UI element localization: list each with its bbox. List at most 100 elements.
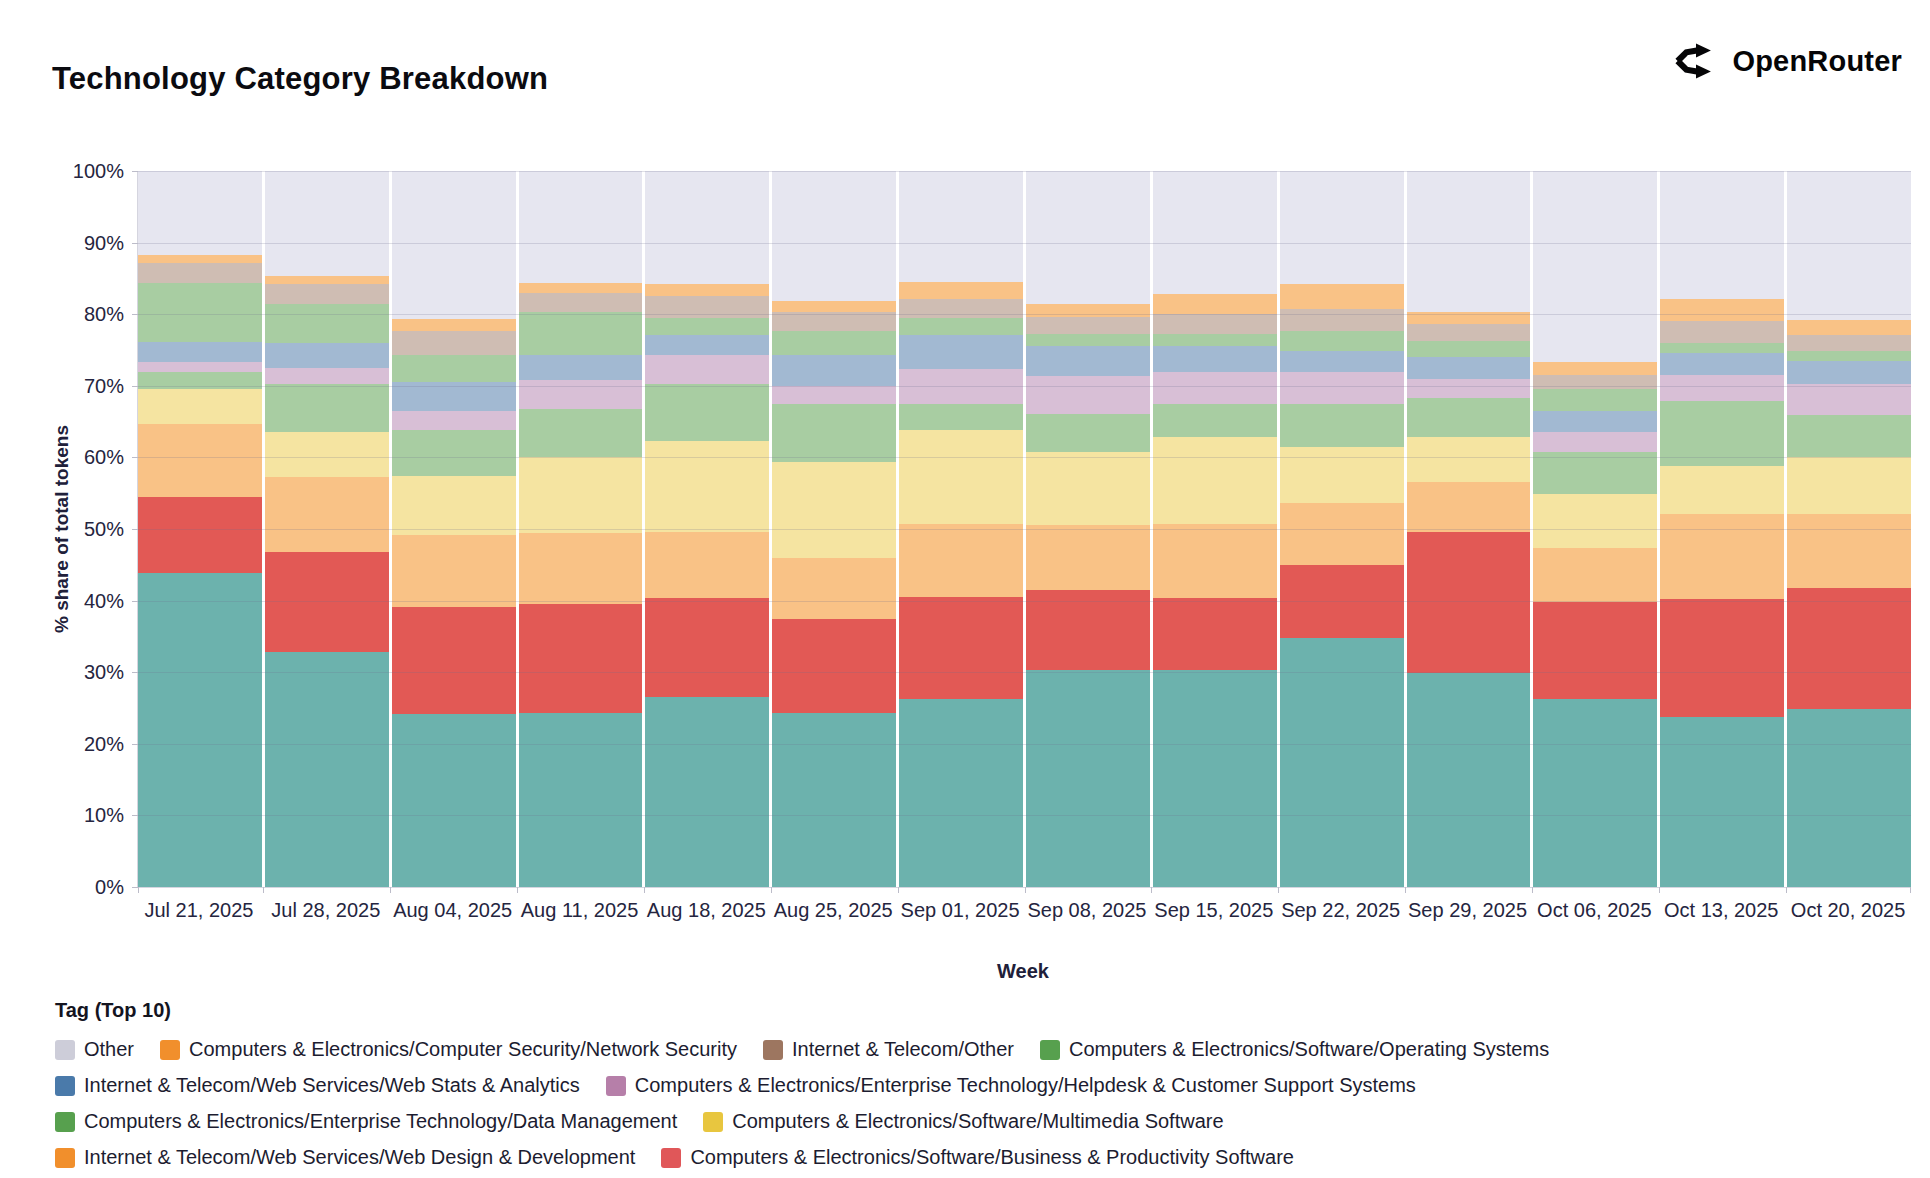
bar-segment-network-security	[772, 301, 896, 312]
x-axis-tick	[1405, 887, 1406, 893]
bar-segment-web-stats-analytics	[1280, 351, 1404, 371]
bar-segment-web-stats-analytics	[138, 342, 262, 362]
bar-segment-operating-systems	[1153, 334, 1277, 347]
x-tick-label: Oct 13, 2025	[1659, 899, 1783, 922]
bar-segment-helpdesk-support	[772, 386, 896, 405]
y-tick-label: 30%	[84, 661, 124, 684]
legend-swatch-internet-telecom-other	[763, 1040, 783, 1060]
y-axis-tick	[132, 314, 138, 315]
bar-segment-data-management	[1660, 401, 1784, 466]
bar-jul-21-2025	[138, 171, 262, 887]
x-tick-label: Sep 22, 2025	[1279, 899, 1403, 922]
x-tick-label: Sep 29, 2025	[1406, 899, 1530, 922]
legend-swatch-multimedia-software	[703, 1112, 723, 1132]
bar-segment-helpdesk-support	[392, 411, 516, 430]
bar-segment-multimedia-software	[519, 457, 643, 534]
y-tick-label: 70%	[84, 374, 124, 397]
bar-segment-operating-systems	[1660, 343, 1784, 353]
bar-segment-business-productivity	[899, 597, 1023, 699]
x-axis-tick	[644, 887, 645, 893]
y-axis-tick	[132, 744, 138, 745]
bar-segment-business-productivity	[519, 604, 643, 713]
bar-segment-business-productivity	[265, 552, 389, 652]
openrouter-icon	[1673, 40, 1719, 82]
x-axis-tick	[1659, 887, 1660, 893]
bar-segment-operating-systems	[645, 318, 769, 335]
bar-segment-intelligent-personal-assistants	[1153, 670, 1277, 887]
x-axis-tick	[1151, 887, 1152, 893]
bar-segment-internet-telecom-other	[265, 284, 389, 303]
bar-segment-internet-telecom-other	[392, 331, 516, 355]
bar-segment-operating-systems	[1026, 334, 1150, 347]
bar-segment-web-stats-analytics	[1407, 357, 1531, 379]
y-tick-label: 60%	[84, 446, 124, 469]
x-tick-labels: Jul 21, 2025Jul 28, 2025Aug 04, 2025Aug …	[137, 899, 1910, 922]
bar-segment-helpdesk-support	[1153, 372, 1277, 404]
legend-swatch-helpdesk-support	[606, 1076, 626, 1096]
y-tick-label: 100%	[73, 160, 124, 183]
bar-segment-operating-systems	[392, 355, 516, 382]
bar-segment-internet-telecom-other	[1407, 324, 1531, 341]
legend-title: Tag (Top 10)	[55, 999, 1615, 1022]
legend-item-label: Internet & Telecom/Other	[792, 1038, 1014, 1061]
bar-segment-network-security	[1660, 299, 1784, 322]
bar-segment-web-design-development	[392, 535, 516, 607]
bar-segment-other	[392, 171, 516, 319]
bar-segment-intelligent-personal-assistants	[1280, 638, 1404, 887]
bar-segment-intelligent-personal-assistants	[1026, 670, 1150, 887]
bar-segment-internet-telecom-other	[1280, 309, 1404, 330]
bar-segment-other	[1660, 171, 1784, 298]
bar-segment-operating-systems	[1787, 351, 1911, 361]
x-tick-label: Aug 04, 2025	[391, 899, 515, 922]
bar-segment-business-productivity	[1280, 565, 1404, 638]
x-axis-tick	[263, 887, 264, 893]
bar-segment-data-management	[645, 384, 769, 441]
legend-swatch-data-management	[55, 1112, 75, 1132]
bar-segment-other	[772, 171, 896, 301]
bar-segment-web-design-development	[519, 533, 643, 604]
bar-segment-multimedia-software	[899, 430, 1023, 524]
bar-segment-web-design-development	[645, 532, 769, 599]
bar-segment-web-stats-analytics	[1787, 361, 1911, 384]
bar-oct-13-2025	[1660, 171, 1784, 887]
bar-sep-08-2025	[1026, 171, 1150, 887]
legend-item-label: Computers & Electronics/Computer Securit…	[189, 1038, 737, 1061]
bar-segment-helpdesk-support	[1026, 376, 1150, 415]
bar-segment-network-security	[1280, 284, 1404, 309]
bar-segment-network-security	[645, 284, 769, 296]
bar-segment-other	[138, 171, 262, 255]
bar-segment-data-management	[1153, 404, 1277, 437]
legend-item-business-productivity: Computers & Electronics/Software/Busines…	[661, 1146, 1294, 1169]
bar-segment-web-design-development	[1407, 482, 1531, 532]
bar-segment-data-management	[772, 404, 896, 462]
bar-segment-multimedia-software	[1280, 447, 1404, 503]
bar-segment-web-design-development	[772, 558, 896, 619]
legend-item-multimedia-software: Computers & Electronics/Software/Multime…	[703, 1110, 1223, 1133]
bar-segment-web-design-development	[265, 477, 389, 552]
bar-segment-data-management	[1280, 404, 1404, 447]
legend: Tag (Top 10) OtherComputers & Electronic…	[55, 999, 1615, 1178]
bar-segment-intelligent-personal-assistants	[645, 697, 769, 887]
bar-segment-other	[1407, 171, 1531, 312]
bar-segment-operating-systems	[899, 318, 1023, 335]
x-axis-tick	[1278, 887, 1279, 893]
bar-segment-multimedia-software	[1026, 452, 1150, 525]
bar-segment-web-stats-analytics	[1533, 411, 1657, 432]
bar-segment-business-productivity	[1533, 602, 1657, 699]
bar-segment-helpdesk-support	[138, 362, 262, 372]
bar-segment-helpdesk-support	[645, 355, 769, 384]
bar-segment-other	[899, 171, 1023, 282]
bar-segment-intelligent-personal-assistants	[392, 714, 516, 887]
bar-segment-data-management	[1787, 415, 1911, 457]
legend-swatch-operating-systems	[1040, 1040, 1060, 1060]
brand-link[interactable]: OpenRouter	[1673, 40, 1902, 82]
bar-segment-web-stats-analytics	[265, 343, 389, 368]
bar-segment-other	[1153, 171, 1277, 294]
y-tick-label: 90%	[84, 231, 124, 254]
bar-segment-data-management	[392, 430, 516, 476]
bar-segment-network-security	[1787, 320, 1911, 335]
bar-segment-internet-telecom-other	[1533, 375, 1657, 389]
bar-segment-operating-systems	[772, 331, 896, 355]
bar-segment-other	[1533, 171, 1657, 362]
y-tick-label: 10%	[84, 804, 124, 827]
